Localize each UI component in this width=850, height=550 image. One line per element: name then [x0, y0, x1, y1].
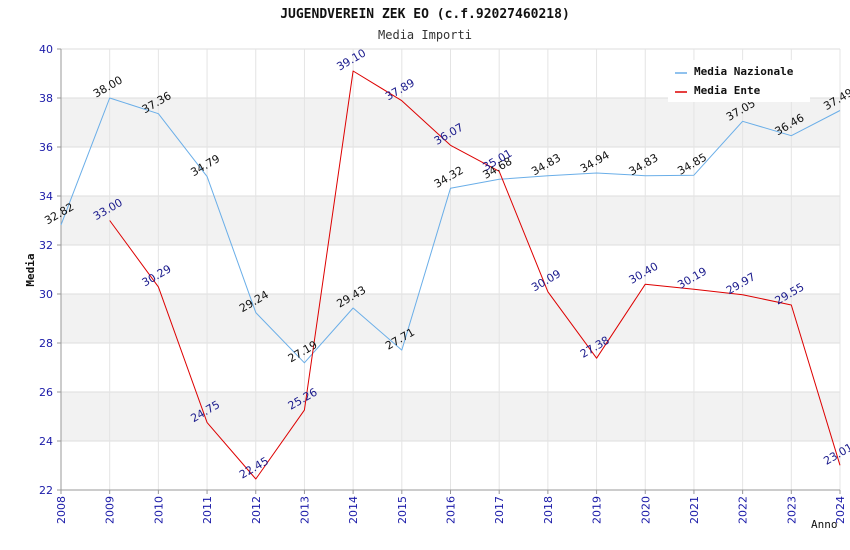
- x-tick-label: 2024: [834, 496, 847, 524]
- data-label: 23.01: [821, 441, 850, 468]
- data-label: 34.83: [627, 151, 661, 178]
- y-tick-labels: 22 24 26 28 30 32 34 36 38 40: [39, 43, 53, 497]
- data-label: 29.97: [724, 270, 758, 297]
- legend: Media Nazionale Media Ente: [668, 60, 810, 102]
- data-label: 34.83: [529, 151, 563, 178]
- x-tick-label: 2019: [591, 496, 604, 524]
- y-tick-label: 40: [39, 43, 53, 56]
- y-tick-label: 32: [39, 239, 53, 252]
- y-tick-label: 24: [39, 435, 53, 448]
- x-tick-label: 2011: [201, 496, 214, 524]
- legend-box: [668, 60, 810, 102]
- y-tick-label: 38: [39, 92, 53, 105]
- y-tick-label: 26: [39, 386, 53, 399]
- x-tick-label: 2023: [785, 496, 798, 524]
- x-tick-label: 2012: [250, 496, 263, 524]
- x-tick-label: 2010: [152, 496, 165, 524]
- data-label: 38.00: [91, 73, 125, 100]
- x-tick-label: 2021: [688, 496, 701, 524]
- x-tick-label: 2018: [542, 496, 555, 524]
- data-label: 34.85: [675, 151, 709, 178]
- x-tick-label: 2009: [104, 496, 117, 524]
- y-tick-label: 28: [39, 337, 53, 350]
- axes: [57, 48, 841, 494]
- x-tick-label: 2013: [298, 496, 311, 524]
- data-label: 34.94: [578, 148, 612, 175]
- x-tick-labels: 2008 2009 2010 2011 2012 2013 2014 2015 2016 2017…: [55, 496, 847, 524]
- series-lines: [60, 70, 841, 480]
- x-tick-label: 2016: [445, 496, 458, 524]
- y-tick-label: 30: [39, 288, 53, 301]
- data-label: 30.40: [627, 260, 661, 287]
- data-label: 30.19: [675, 265, 709, 292]
- y-tick-label: 36: [39, 141, 53, 154]
- y-tick-label: 22: [39, 484, 53, 497]
- series-line-ente: [109, 70, 841, 480]
- x-tick-label: 2022: [737, 496, 750, 524]
- x-tick-label: 2008: [55, 496, 68, 524]
- series-line-nazionale: [60, 97, 841, 364]
- chart-title: JUGENDVEREIN ZEK EO (c.f.92027460218): [280, 7, 570, 22]
- y-tick-label: 34: [39, 190, 53, 203]
- x-tick-label: 2014: [347, 496, 360, 524]
- legend-label-nazionale: Media Nazionale: [694, 65, 794, 78]
- x-tick-label: 2020: [639, 496, 652, 524]
- x-axis-label: Anno: [811, 518, 838, 531]
- y-axis-label: Media: [24, 253, 37, 286]
- legend-label-ente: Media Ente: [694, 84, 761, 97]
- x-tick-label: 2017: [493, 496, 506, 524]
- x-tick-label: 2015: [396, 496, 409, 524]
- data-label: 39.10: [334, 46, 368, 73]
- chart-subtitle: Media Importi: [378, 28, 472, 42]
- data-label: 30.09: [529, 267, 563, 294]
